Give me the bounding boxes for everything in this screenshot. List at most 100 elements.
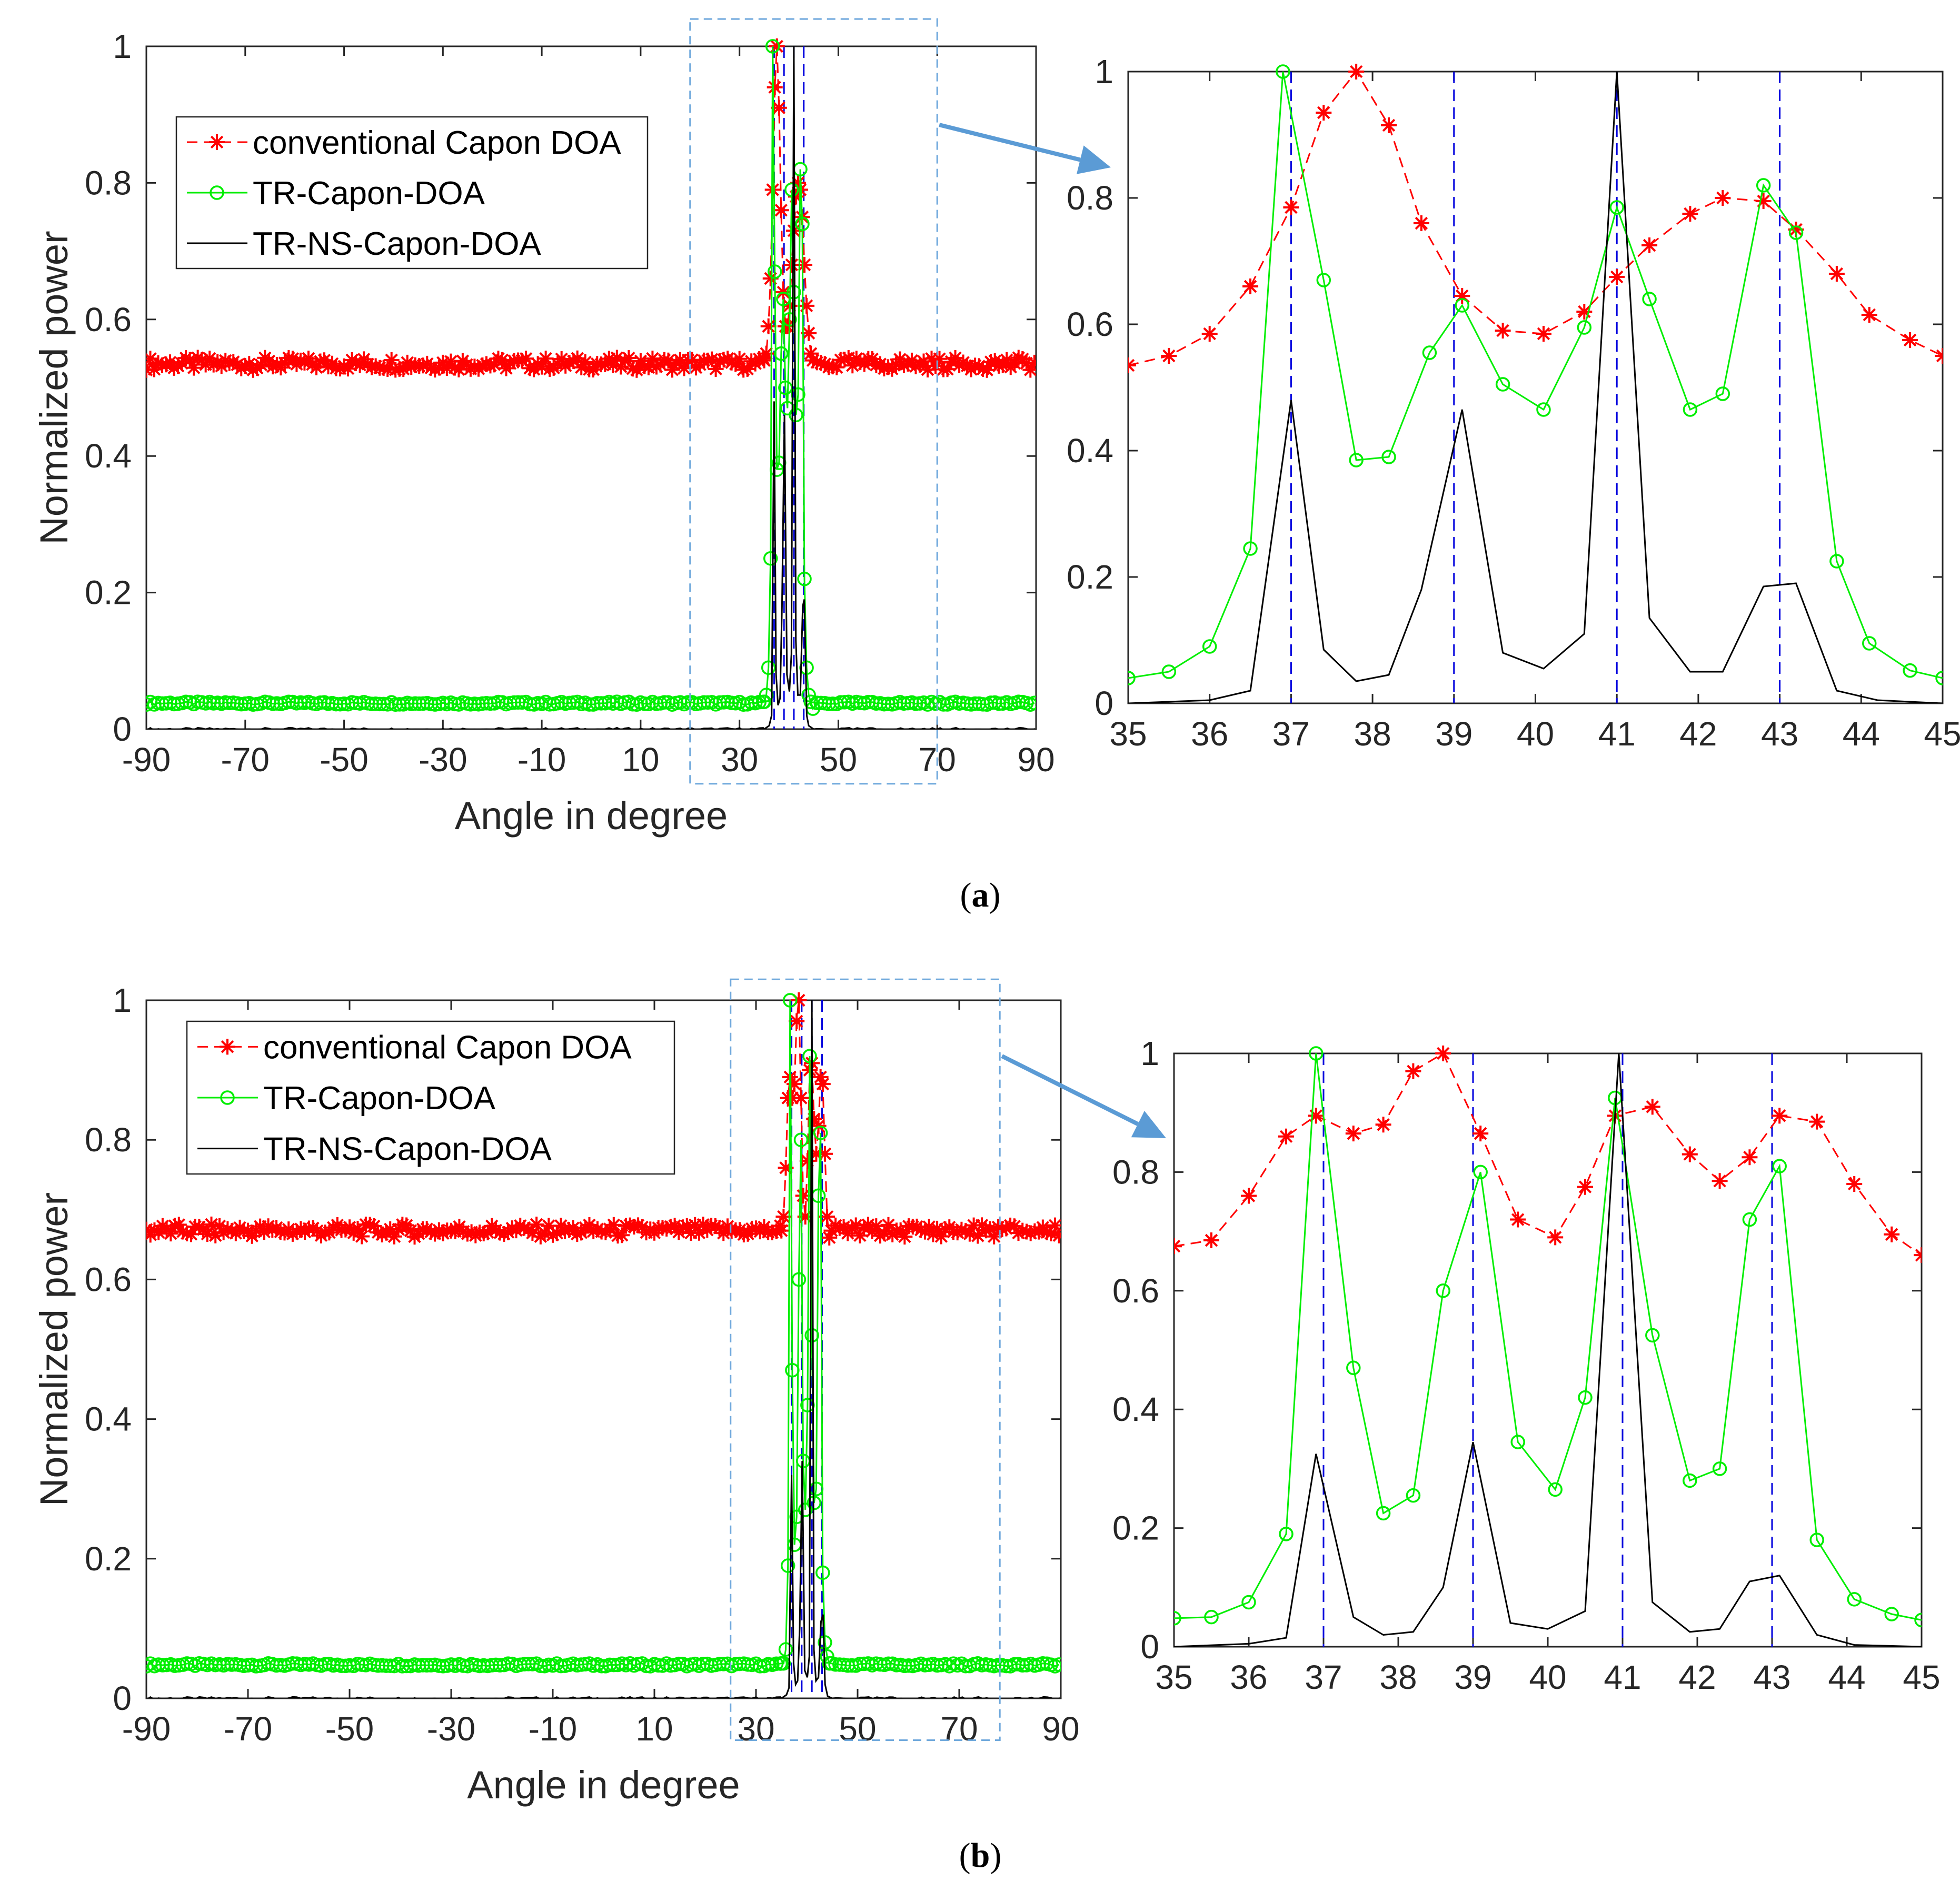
x-tick-label: 50 — [820, 741, 857, 779]
data-point — [1039, 1224, 1055, 1240]
x-tick-label: 38 — [1379, 1658, 1417, 1696]
data-point — [784, 1090, 800, 1106]
y-axis-label: Normalized power — [32, 231, 76, 544]
data-point — [1203, 1232, 1219, 1248]
x-tick-label: -70 — [224, 1710, 273, 1748]
x-axis-label: Angle in degree — [467, 1763, 740, 1807]
data-point — [342, 1219, 357, 1236]
data-point — [175, 1223, 191, 1240]
data-point — [1473, 1165, 1488, 1180]
data-point — [423, 360, 439, 376]
x-tick-label: 42 — [1679, 715, 1717, 753]
data-point — [332, 361, 349, 377]
data-point — [395, 361, 412, 377]
data-point — [1884, 1226, 1900, 1242]
data-point — [202, 351, 218, 367]
data-point — [815, 1565, 830, 1580]
data-point — [1202, 639, 1217, 654]
data-point — [848, 1217, 864, 1233]
data-point — [675, 1219, 691, 1236]
plot-area — [1173, 1052, 1923, 1648]
data-point — [773, 202, 789, 218]
data-point — [814, 1076, 831, 1092]
data-point — [565, 1220, 581, 1236]
x-tick-label: -10 — [518, 741, 566, 779]
data-point — [1914, 1247, 1922, 1263]
data-point — [880, 1217, 897, 1233]
data-point — [569, 350, 585, 366]
data-point — [715, 1225, 732, 1241]
data-point — [789, 1013, 805, 1029]
data-point — [765, 39, 780, 54]
data-point — [1405, 1063, 1421, 1079]
data-point — [146, 351, 158, 367]
data-point — [1161, 664, 1177, 679]
data-point — [939, 361, 956, 377]
data-point — [284, 351, 301, 367]
data-point — [819, 1209, 835, 1225]
data-point — [380, 361, 396, 377]
zoom-region-box — [689, 18, 938, 785]
data-point — [1161, 348, 1177, 364]
y-tick-label: 0.6 — [85, 1260, 132, 1298]
legend-marker — [209, 134, 225, 150]
y-tick-label: 0.2 — [1112, 1509, 1159, 1547]
data-point — [529, 1216, 545, 1232]
data-point — [312, 353, 329, 370]
series-line-tr-ns-capon-doa — [147, 46, 1036, 729]
data-point — [482, 357, 499, 374]
data-point — [660, 352, 676, 369]
data-point — [178, 350, 194, 366]
data-point — [354, 1228, 370, 1245]
data-point — [769, 1656, 784, 1671]
y-tick-label: 0.2 — [85, 574, 132, 612]
data-point — [1683, 402, 1698, 417]
plot-series — [146, 38, 1036, 729]
legend-label: conventional Capon DOA — [263, 1029, 632, 1066]
legend: conventional Capon DOA TR-Capon-DOA TR-NS-… — [186, 1020, 675, 1175]
data-point — [211, 1218, 227, 1234]
data-point — [446, 360, 463, 376]
data-point — [908, 358, 924, 374]
data-point — [1715, 386, 1730, 401]
x-tick-label: 42 — [1678, 1658, 1716, 1696]
data-point — [1204, 1609, 1219, 1625]
data-point — [241, 356, 257, 372]
data-point — [798, 1502, 813, 1517]
data-point — [813, 355, 829, 371]
data-point — [171, 1217, 187, 1233]
data-point — [1644, 1099, 1660, 1115]
data-point — [664, 362, 680, 378]
data-point — [256, 1224, 272, 1240]
data-point — [782, 312, 797, 327]
data-point — [1683, 1473, 1697, 1488]
data-point — [1128, 357, 1136, 373]
data-point — [966, 1217, 982, 1233]
data-point — [683, 1225, 699, 1241]
data-point — [1829, 554, 1844, 569]
data-point — [928, 357, 944, 374]
data-point — [1283, 200, 1299, 215]
data-point — [801, 688, 816, 702]
data-point — [1316, 105, 1332, 121]
data-point — [892, 1222, 909, 1238]
data-point — [589, 1221, 605, 1237]
x-tick-label: -30 — [419, 741, 467, 779]
data-point — [186, 360, 202, 376]
data-point — [190, 350, 206, 366]
data-point — [797, 571, 812, 586]
data-point — [676, 360, 692, 376]
data-point — [947, 350, 963, 366]
data-point — [1809, 1532, 1824, 1547]
data-point — [538, 350, 554, 366]
data-point — [1682, 1146, 1698, 1162]
data-point — [758, 345, 774, 362]
data-point — [1772, 1108, 1788, 1124]
data-point — [1641, 237, 1658, 253]
data-point — [536, 1225, 553, 1241]
data-point — [712, 353, 728, 369]
data-point — [723, 354, 740, 371]
x-tick-label: 39 — [1454, 1658, 1491, 1696]
data-point — [982, 1221, 998, 1237]
data-point — [852, 354, 869, 370]
